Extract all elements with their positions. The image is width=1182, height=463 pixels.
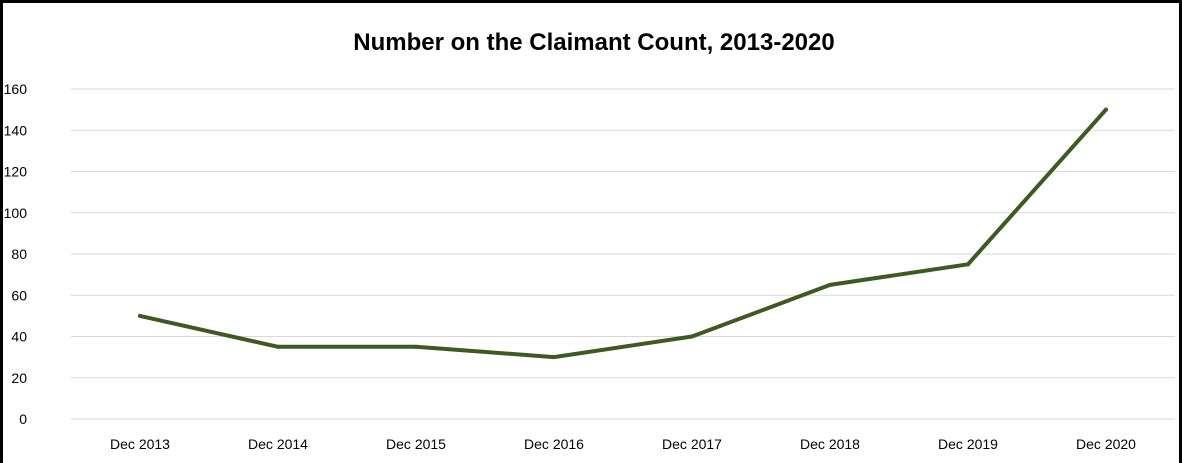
gridlines — [71, 88, 1175, 420]
y-tick-label: 20 — [11, 370, 27, 386]
y-tick-label: 100 — [4, 205, 28, 221]
y-axis-ticks: 0 20 40 60 80 100 120 140 160 — [4, 81, 28, 427]
series-line — [138, 107, 1108, 360]
x-tick-label: Dec 2017 — [662, 436, 722, 452]
y-tick-label: 160 — [4, 81, 28, 97]
y-tick-label: 60 — [11, 287, 27, 303]
data-point — [690, 334, 694, 339]
y-tick-label: 40 — [11, 329, 27, 345]
chart-title: Number on the Claimant Count, 2013-2020 — [353, 29, 835, 56]
x-tick-label: Dec 2016 — [524, 436, 584, 452]
data-point — [276, 344, 280, 349]
data-point — [552, 355, 556, 360]
x-tick-label: Dec 2015 — [386, 436, 446, 452]
x-tick-label: Dec 2019 — [938, 436, 998, 452]
x-tick-label: Dec 2013 — [110, 436, 170, 452]
x-tick-label: Dec 2014 — [248, 436, 308, 452]
y-tick-label: 140 — [4, 122, 28, 138]
data-point — [414, 344, 418, 349]
x-axis-ticks: Dec 2013 Dec 2014 Dec 2015 Dec 2016 Dec 2017… — [110, 436, 1136, 452]
x-tick-label: Dec 2018 — [800, 436, 860, 452]
y-tick-label: 120 — [4, 164, 28, 180]
data-point — [966, 262, 970, 267]
data-point — [1104, 107, 1108, 112]
y-tick-label: 80 — [11, 246, 27, 262]
y-tick-label: 0 — [19, 411, 27, 427]
data-point — [138, 313, 142, 318]
series-layer — [138, 107, 1108, 360]
x-tick-label: Dec 2020 — [1076, 436, 1136, 452]
data-point — [828, 282, 832, 287]
